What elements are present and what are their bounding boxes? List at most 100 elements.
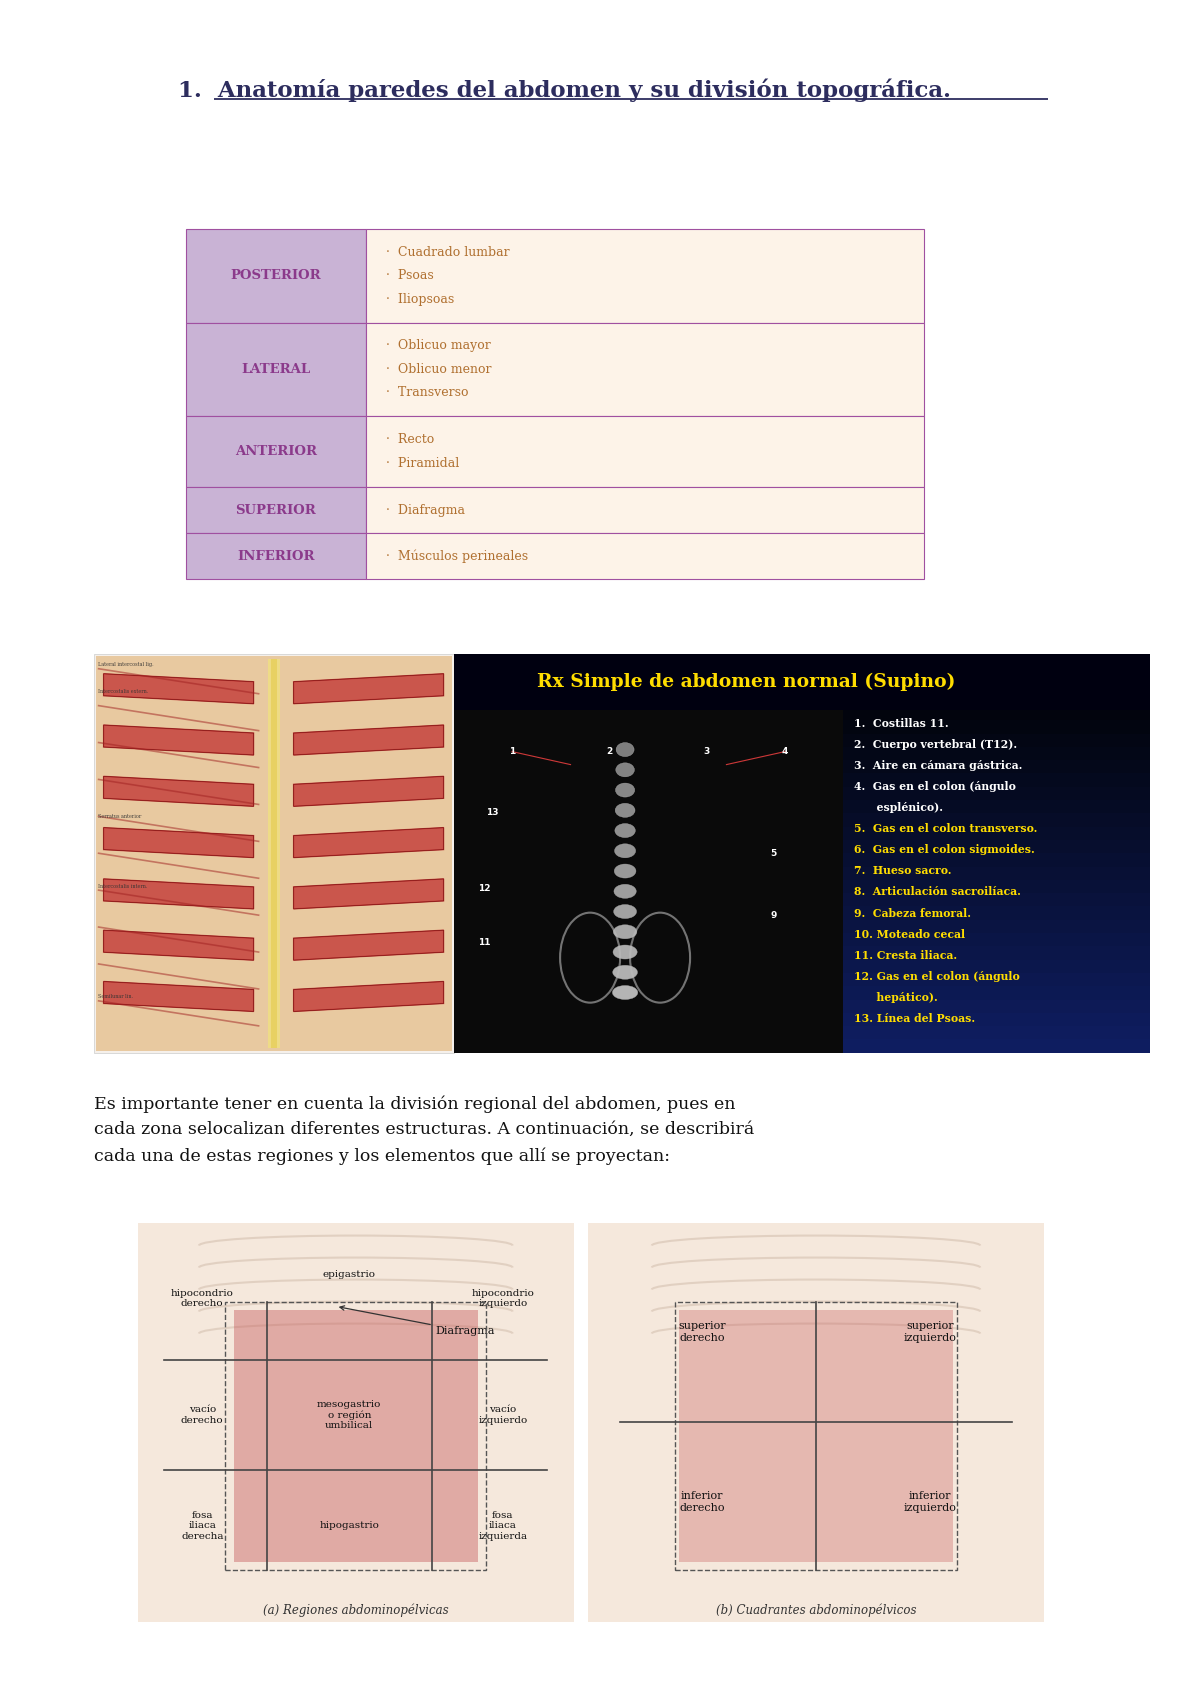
Text: 12: 12 xyxy=(479,883,491,893)
Text: fosa
iliaca
derecha: fosa iliaca derecha xyxy=(181,1511,223,1540)
Polygon shape xyxy=(103,880,253,908)
Ellipse shape xyxy=(614,844,636,857)
Text: cada una de estas regiones y los elementos que allí se proyectan:: cada una de estas regiones y los element… xyxy=(94,1148,670,1165)
Text: Intercostalis intern.: Intercostalis intern. xyxy=(97,883,146,888)
Ellipse shape xyxy=(612,985,637,1000)
Polygon shape xyxy=(294,725,444,756)
Text: Rx Simple de abdomen normal (Supino): Rx Simple de abdomen normal (Supino) xyxy=(536,672,955,691)
Bar xyxy=(454,841,1150,854)
Text: Es importante tener en cuenta la división regional del abdomen, pues en: Es importante tener en cuenta la divisió… xyxy=(94,1095,736,1112)
Text: vacío
izquierdo: vacío izquierdo xyxy=(478,1406,528,1425)
Text: ·  Cuadrado lumbar: · Cuadrado lumbar xyxy=(386,246,510,260)
Bar xyxy=(186,533,366,579)
Bar xyxy=(94,654,454,1053)
Ellipse shape xyxy=(616,783,635,796)
Bar xyxy=(96,655,451,1051)
Bar xyxy=(454,786,1150,800)
Text: 11. Cresta iliaca.: 11. Cresta iliaca. xyxy=(854,949,958,961)
Text: 12. Gas en el colon (ángulo: 12. Gas en el colon (ángulo xyxy=(854,971,1020,981)
Bar xyxy=(186,487,366,533)
Bar xyxy=(454,1039,1150,1053)
Text: ·  Diafragma: · Diafragma xyxy=(386,504,466,516)
Bar xyxy=(454,694,1150,706)
Ellipse shape xyxy=(616,803,635,817)
Text: vacío
derecho: vacío derecho xyxy=(181,1406,223,1425)
Text: hipogastrio: hipogastrio xyxy=(319,1521,379,1530)
Text: (b) Cuadrantes abdominopélvicos: (b) Cuadrantes abdominopélvicos xyxy=(715,1603,917,1616)
Text: 5.  Gas en el colon transverso.: 5. Gas en el colon transverso. xyxy=(854,824,1038,834)
Text: 8.  Articulación sacroilíaca.: 8. Articulación sacroilíaca. xyxy=(854,886,1021,898)
Bar xyxy=(454,893,1150,907)
Text: INFERIOR: INFERIOR xyxy=(238,550,314,562)
Text: SUPERIOR: SUPERIOR xyxy=(235,504,317,516)
Text: ·  Recto: · Recto xyxy=(386,433,434,447)
Text: ·  Piramidal: · Piramidal xyxy=(386,457,460,470)
Bar xyxy=(234,1311,478,1562)
Bar xyxy=(454,1012,1150,1026)
Ellipse shape xyxy=(614,885,636,898)
Bar xyxy=(454,720,1150,734)
Ellipse shape xyxy=(613,925,637,939)
Text: 9: 9 xyxy=(770,912,776,920)
Text: 13. Línea del Psoas.: 13. Línea del Psoas. xyxy=(854,1014,976,1024)
Text: 9.  Cabeza femoral.: 9. Cabeza femoral. xyxy=(854,907,971,919)
Bar xyxy=(138,1223,574,1622)
Text: epigastrio: epigastrio xyxy=(323,1270,376,1279)
Bar xyxy=(454,710,844,1053)
Bar xyxy=(454,973,1150,987)
Bar xyxy=(454,1000,1150,1012)
Ellipse shape xyxy=(616,762,635,778)
Polygon shape xyxy=(294,674,444,703)
Text: ·  Oblicuo menor: · Oblicuo menor xyxy=(386,363,492,375)
Text: inferior
izquierdo: inferior izquierdo xyxy=(904,1491,956,1513)
Text: 2: 2 xyxy=(606,747,613,756)
Text: 4: 4 xyxy=(781,747,788,756)
Text: LATERAL: LATERAL xyxy=(241,363,311,375)
Text: Serratus anterior: Serratus anterior xyxy=(97,813,140,818)
Polygon shape xyxy=(103,674,253,703)
Bar xyxy=(186,323,366,416)
Text: 11: 11 xyxy=(479,939,491,947)
Text: hipocondrio
izquierdo: hipocondrio izquierdo xyxy=(472,1289,534,1307)
Bar xyxy=(454,880,1150,893)
Text: 1: 1 xyxy=(509,747,515,756)
Bar xyxy=(271,659,277,1048)
Bar xyxy=(588,1223,1044,1622)
Polygon shape xyxy=(294,880,444,908)
Text: 7.  Hueso sacro.: 7. Hueso sacro. xyxy=(854,866,952,876)
Text: fosa
iliaca
izquierda: fosa iliaca izquierda xyxy=(479,1511,527,1540)
Bar xyxy=(366,323,924,416)
Bar xyxy=(454,761,1150,774)
Polygon shape xyxy=(294,827,444,857)
Polygon shape xyxy=(294,981,444,1012)
Bar xyxy=(186,416,366,487)
Bar xyxy=(186,229,366,323)
Polygon shape xyxy=(103,776,253,807)
Bar xyxy=(454,827,1150,841)
Text: 1.  Anatomía paredes del abdomen y su división topográfica.: 1. Anatomía paredes del abdomen y su div… xyxy=(178,78,952,102)
Text: mesogastrio
o región
umbilical: mesogastrio o región umbilical xyxy=(317,1399,382,1430)
Bar xyxy=(454,706,1150,720)
Bar xyxy=(454,747,1150,761)
Polygon shape xyxy=(294,931,444,959)
Bar xyxy=(454,907,1150,920)
Ellipse shape xyxy=(614,864,636,878)
Ellipse shape xyxy=(616,742,634,757)
Bar xyxy=(454,654,1150,667)
Text: ·  Músculos perineales: · Músculos perineales xyxy=(386,550,528,562)
Text: Diafragma: Diafragma xyxy=(340,1306,496,1336)
Bar xyxy=(366,533,924,579)
Bar xyxy=(454,681,1150,694)
Text: 2.  Cuerpo vertebral (T12).: 2. Cuerpo vertebral (T12). xyxy=(854,739,1018,751)
Polygon shape xyxy=(103,827,253,857)
Text: superior
derecho: superior derecho xyxy=(678,1321,726,1343)
Text: Intercostalis extern.: Intercostalis extern. xyxy=(97,689,148,694)
Text: (a) Regiones abdominopélvicas: (a) Regiones abdominopélvicas xyxy=(263,1603,449,1616)
Bar xyxy=(366,416,924,487)
Text: POSTERIOR: POSTERIOR xyxy=(230,270,322,282)
Text: ·  Iliopsoas: · Iliopsoas xyxy=(386,292,455,306)
Text: hepático).: hepático). xyxy=(854,992,938,1004)
Text: ·  Oblicuo mayor: · Oblicuo mayor xyxy=(386,340,491,353)
Bar xyxy=(454,654,1150,710)
Bar xyxy=(366,229,924,323)
